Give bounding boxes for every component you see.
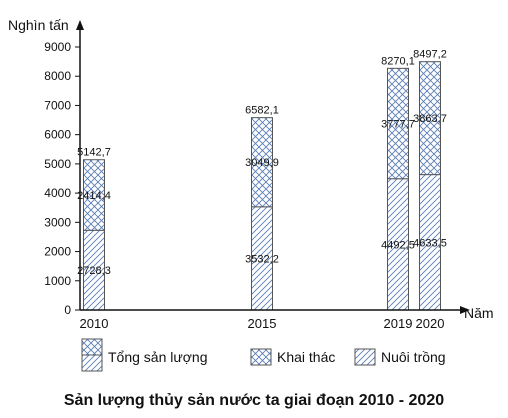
legend-swatch-khai — [250, 348, 272, 366]
data-label-nuoi-trong: 4492,5 — [381, 239, 415, 251]
bar-khai-thac — [83, 159, 105, 231]
x-tick-label: 2010 — [80, 316, 109, 331]
y-axis-ticks: 0 1000 2000 3000 4000 5000 6000 7000 8000 9000 — [44, 40, 80, 317]
bars-group: 2728,3 2414,4 5142,7 3532,2 3049,9 6582,1 4492… — [77, 49, 447, 311]
data-label-khai-thac: 3049,9 — [245, 157, 279, 169]
data-label-total: 8497,2 — [413, 49, 447, 61]
y-tick-label: 0 — [64, 303, 71, 317]
x-tick-label: 2020 — [416, 316, 445, 331]
y-tick-label: 8000 — [44, 69, 71, 83]
y-tick-label: 7000 — [44, 98, 71, 112]
x-axis-arrow-icon — [460, 306, 470, 314]
data-label-total: 6582,1 — [245, 105, 279, 117]
bar-khai-thac — [251, 117, 273, 208]
legend-label-nuoi: Nuôi trồng — [381, 349, 446, 365]
data-label-khai-thac: 3863,7 — [413, 113, 447, 125]
y-tick-label: 4000 — [44, 186, 71, 200]
x-axis-label: Năm — [464, 305, 494, 321]
data-label-nuoi-trong: 3532,2 — [245, 253, 279, 265]
legend-label-khai: Khai thác — [277, 349, 335, 365]
y-tick-label: 1000 — [44, 274, 71, 288]
legend-swatch-total-top — [81, 338, 103, 356]
data-label-nuoi-trong: 4633,5 — [413, 237, 447, 249]
data-label-khai-thac: 2414,4 — [77, 190, 111, 202]
legend: Tổng sản lượng Khai thác Nuôi trồng — [81, 338, 446, 372]
data-label-nuoi-trong: 2728,3 — [77, 265, 111, 277]
y-tick-label: 3000 — [44, 215, 71, 229]
y-axis-arrow-icon — [76, 20, 84, 30]
data-label-khai-thac: 3777,7 — [381, 119, 415, 131]
data-label-total: 8270,1 — [381, 55, 415, 67]
bar-khai-thac — [419, 61, 441, 176]
x-tick-label: 2015 — [248, 316, 277, 331]
x-axis-ticks: 2010 2015 2019 2020 — [80, 316, 445, 331]
legend-swatch-nuoi — [354, 348, 376, 366]
x-tick-label: 2019 — [384, 316, 413, 331]
y-tick-label: 5000 — [44, 157, 71, 171]
y-tick-label: 9000 — [44, 40, 71, 54]
bar-khai-thac — [387, 67, 409, 180]
legend-swatch-total-bottom — [81, 354, 103, 372]
y-axis-label: Nghìn tấn — [8, 17, 69, 33]
y-tick-label: 6000 — [44, 128, 71, 142]
y-tick-label: 2000 — [44, 245, 71, 259]
legend-label-total: Tổng sản lượng — [108, 349, 208, 365]
chart-title: Sản lượng thủy sản nước ta giai đoạn 201… — [63, 392, 445, 409]
data-label-total: 5142,7 — [77, 147, 111, 159]
